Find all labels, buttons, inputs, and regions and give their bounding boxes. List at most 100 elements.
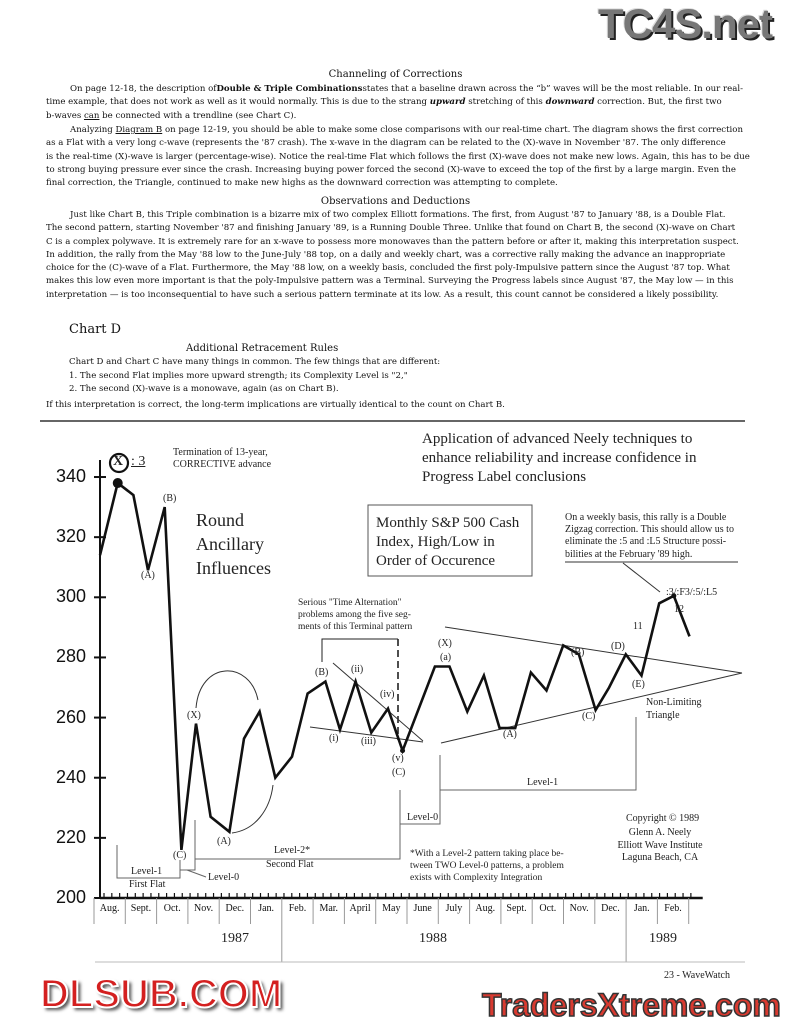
text-line: *With a Level-2 pattern taking place be- (410, 849, 564, 859)
text-line: Laguna Beach, CA (621, 852, 699, 863)
annotation-lines (116, 504, 743, 879)
weekly-note: On a weekly basis, this rally is a Doubl… (565, 512, 734, 561)
text: stretching of this (465, 97, 546, 108)
month-label: Feb. (664, 903, 682, 914)
month-label: Oct. (539, 903, 557, 914)
text-line: Round (196, 510, 245, 530)
text-line: CORRECTIVE advance (173, 459, 272, 470)
wave-label: (X) (187, 710, 201, 721)
month-label: Aug. (475, 903, 496, 914)
x3-suffix: : 3 (131, 454, 146, 469)
text-line: Triangle (646, 709, 680, 721)
chart-d-list: Chart D and Chart C have many things in … (69, 356, 791, 397)
chart-d-closing: If this interpretation is correct, the l… (46, 400, 505, 410)
text-line: choice for the (C)-wave of a Flat. Furth… (46, 263, 730, 274)
dlsub-watermark-logo: DLSUB.COM (39, 971, 283, 1017)
tc4s-watermark-logo: TC4S.net (598, 0, 773, 47)
text-line: ments of this Terminal pattern (298, 622, 413, 633)
y-tick-label: 240 (56, 766, 87, 787)
wave-label: (i) (329, 733, 339, 744)
second-flat-label: Second Flat (266, 859, 314, 870)
text-line: Elliott Wave Institute (617, 839, 703, 851)
wave-label: (a) (440, 652, 452, 663)
month-label: Oct. (163, 903, 181, 914)
bold-term: Double & Triple Combinations (216, 84, 363, 94)
page-footer: 23 - WaveWatch (664, 970, 730, 981)
wave-label: 11 (633, 621, 643, 632)
text-line: Application of advanced Neely techniques… (422, 431, 693, 447)
text: on page 12-19, you should be able to mak… (162, 125, 744, 135)
text-line: Chart D and Chart C have many things in … (69, 357, 441, 367)
level0-label-a: Level-0 (208, 872, 240, 883)
curved-arrow-lower (231, 784, 274, 834)
month-label: Nov. (194, 903, 214, 914)
wave-label: (B) (571, 647, 585, 658)
text-line: Order of Occurence (376, 553, 496, 569)
y-tick-label: 220 (56, 826, 87, 847)
text-line: exists with Complexity Integration (410, 873, 543, 883)
text: correction. But, the first two (594, 97, 722, 108)
chart-title: Application of advanced Neely techniques… (422, 430, 696, 487)
level2-second-flat-bracket (195, 790, 401, 860)
price-series-line (98, 480, 691, 851)
level1-label-b: Level-1 (527, 777, 559, 788)
month-label: July (445, 903, 463, 914)
wave-label: (A) (503, 729, 517, 740)
wave-label: (B) (163, 493, 177, 504)
chart-d-subtitle: Additional Retracement Rules (186, 343, 339, 354)
structure-label: :3/:F3/:5/:L5 (666, 587, 718, 598)
text: b-waves (46, 110, 84, 121)
curved-arrow-upper (195, 670, 259, 709)
text-line: problems among the five seg- (298, 610, 411, 621)
y-tick-label: 280 (56, 646, 87, 667)
text-line: tween TWO Level-0 patterns, a problem (410, 861, 564, 871)
text-line: Zigzag correction. This should allow us … (565, 524, 734, 536)
month-label: Jan. (258, 903, 275, 914)
wave-label: (ii) (351, 664, 364, 675)
paragraph-channeling-1: On page 12-18, the description ofDouble … (46, 83, 791, 123)
circled-x-label: X (113, 454, 124, 469)
wave-label: (C) (173, 850, 187, 861)
text-line: Termination of 13-year, (173, 447, 268, 458)
text-line: Progress Label conclusions (422, 469, 587, 485)
level1-label: Level-1 (131, 866, 163, 877)
text-line: Influences (196, 558, 271, 578)
level1-first-flat-bracket (116, 845, 181, 879)
wave-label: (D) (611, 641, 625, 652)
month-label: Aug. (99, 903, 120, 914)
emphasis: downward (545, 97, 595, 108)
text-line: bilities at the February '89 high. (565, 548, 693, 560)
text-line: eliminate the :5 and :L5 Structure possi… (565, 536, 727, 548)
wave-label: (C) (582, 711, 596, 722)
terminal-lower-trendline (309, 726, 424, 743)
month-label: Jan. (633, 903, 650, 914)
wave-label: (A) (217, 836, 231, 847)
wave-point-marker (400, 748, 406, 754)
level0-bracket-b (400, 755, 441, 825)
chart-axes (93, 460, 745, 963)
y-tick-label: 340 (56, 466, 87, 487)
wave-label: (iv) (380, 689, 395, 700)
paragraph-channeling-2: Analyzing Diagram B on page 12-19, you s… (46, 124, 791, 190)
month-label: April (349, 903, 371, 914)
y-tick-label: 200 (56, 887, 87, 907)
text-line: interpretation — is too inconsequential … (46, 289, 719, 300)
text: be connected with a trendline (see Chart… (99, 110, 297, 121)
text: Analyzing (70, 125, 116, 135)
list-item: 1. The second Flat implies more upward s… (69, 370, 408, 381)
month-label: Nov. (569, 903, 589, 914)
year-label: 1989 (649, 931, 677, 946)
year-label: 1988 (419, 931, 447, 946)
triangle-lower-trendline (440, 672, 743, 744)
wave-label: (iii) (361, 736, 376, 747)
underlined: can (83, 110, 100, 121)
text: On page 12-18, the description of (70, 84, 217, 94)
terminal-upper-trendline (332, 662, 424, 742)
wave-point-marker (112, 478, 123, 489)
year-label: 1987 (221, 931, 249, 946)
weekly-note-arrow (622, 562, 661, 593)
series-description-box (367, 504, 533, 577)
series-description: Monthly S&P 500 Cash Index, High/Low in Or… (376, 514, 519, 571)
